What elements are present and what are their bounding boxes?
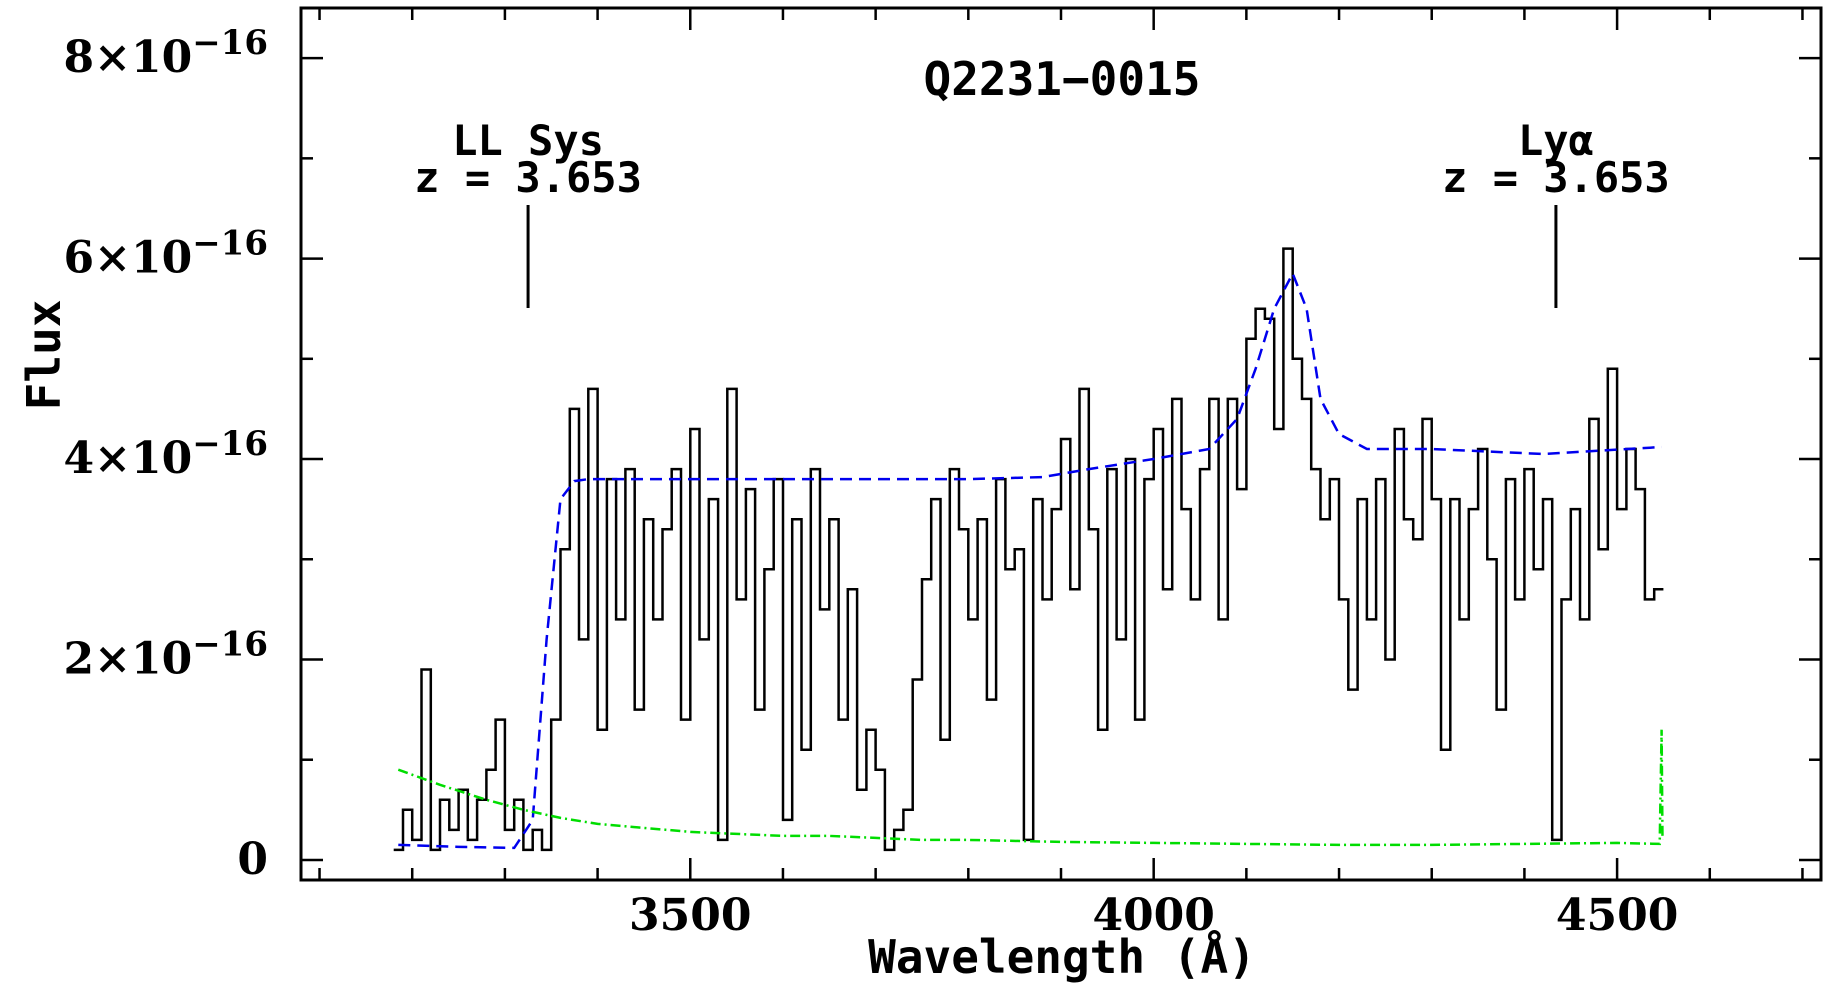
y-tick-label: 6×10−16	[63, 224, 268, 284]
axis-ticks	[301, 8, 1821, 880]
y-tick-label: 4×10−16	[63, 424, 268, 484]
annotation-label: LL Sys	[452, 116, 604, 165]
chart-title: Q2231−0015	[924, 52, 1201, 106]
x-tick-labels: 3500 4000 4500	[629, 890, 1678, 941]
flux-histogram	[393, 247, 1664, 852]
continuum-model-line	[398, 270, 1662, 850]
series-group	[393, 247, 1664, 852]
y-tick-labels: 0 2×10−16 4×10−16 6×10−16 8×10−16	[63, 23, 268, 885]
y-tick-label: 2×10−16	[63, 624, 268, 684]
error-line	[397, 729, 1664, 847]
y-tick-label: 0	[237, 834, 268, 885]
y-tick-label: 8×10−16	[63, 23, 268, 83]
annotation-redshift: z = 3.653	[1442, 153, 1670, 202]
y-axis-label: Flux	[17, 300, 71, 411]
x-tick-label: 4000	[1092, 890, 1214, 941]
annotation-label: Lyα	[1518, 116, 1594, 165]
annotation-redshift: z = 3.653	[414, 153, 642, 202]
x-tick-label: 4500	[1556, 890, 1678, 941]
x-axis-label: Wavelength (Å)	[868, 930, 1256, 984]
x-tick-label: 3500	[629, 890, 751, 941]
